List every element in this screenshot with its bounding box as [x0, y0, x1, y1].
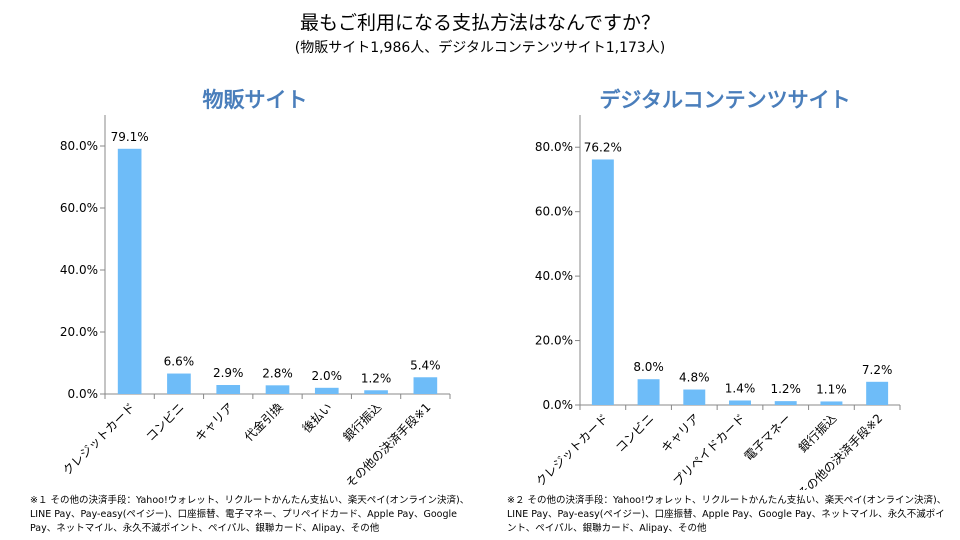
data-label: 79.1% [111, 130, 149, 144]
y-tick-label: 0.0% [543, 398, 574, 412]
data-label: 5.4% [410, 358, 441, 372]
bar [364, 390, 388, 394]
category-label: クレジットカード [533, 411, 611, 489]
category-label: コンビニ [613, 411, 657, 455]
page-title: 最もご利用になる支払方法はなんですか？ [299, 12, 661, 34]
y-tick-label: 20.0% [535, 334, 573, 348]
y-tick-label: 0.0% [68, 387, 99, 401]
y-tick-label: 40.0% [60, 263, 98, 277]
category-label: キャリア [659, 411, 703, 455]
bar [774, 401, 797, 405]
data-label: 6.6% [164, 355, 195, 369]
bar [683, 389, 706, 405]
footnote-2: ※２ その他の決済手段：Yahoo!ウォレット、リクルートかんたん支払い、楽天ペ… [507, 495, 947, 534]
chart-title-digital: デジタルコンテンツサイト [599, 88, 851, 112]
data-label: 8.0% [633, 360, 664, 374]
bar [637, 379, 660, 405]
data-label: 4.8% [679, 371, 710, 385]
bar [591, 159, 614, 405]
data-label: 2.9% [213, 366, 244, 380]
y-tick-label: 20.0% [60, 325, 98, 339]
data-label: 2.0% [312, 369, 343, 383]
data-label: 7.2% [862, 363, 893, 377]
data-label: 76.2% [584, 140, 622, 154]
data-label: 1.2% [770, 382, 801, 396]
bar [167, 373, 191, 394]
bar [314, 387, 339, 394]
y-tick-label: 60.0% [535, 205, 573, 219]
bar [729, 400, 751, 405]
category-label: 電子マネー [741, 411, 793, 463]
bar-chart-physical: 0.0%20.0%40.0%60.0%80.0%79.1%クレジットカード6.6… [60, 115, 451, 490]
bar [413, 377, 438, 394]
bar [820, 401, 843, 405]
y-tick-label: 60.0% [60, 201, 98, 215]
y-tick-label: 80.0% [535, 140, 573, 154]
y-tick-label: 80.0% [60, 139, 98, 153]
category-label: 銀行振込 [796, 411, 840, 455]
bar [265, 385, 290, 394]
bar [216, 385, 241, 394]
bar [866, 381, 889, 405]
data-label: 2.8% [262, 366, 293, 380]
page-subtitle: (物販サイト1,986人、デジタルコンテンツサイト1,173人) [294, 40, 666, 56]
footnote-1: ※１ その他の決済手段：Yahoo!ウォレット、リクルートかんたん支払い、楽天ペ… [30, 495, 470, 534]
bar [117, 148, 142, 394]
data-label: 1.1% [816, 382, 847, 396]
y-tick-label: 40.0% [535, 269, 573, 283]
data-label: 1.4% [725, 381, 756, 395]
bar-chart-digital: 0.0% 20.0% 40.0% 60.0% 80.0% 76.2% クレジットカード 8.0… [533, 115, 901, 490]
chart-title-physical: 物販サイト [202, 88, 308, 112]
data-label: 1.2% [361, 371, 392, 385]
